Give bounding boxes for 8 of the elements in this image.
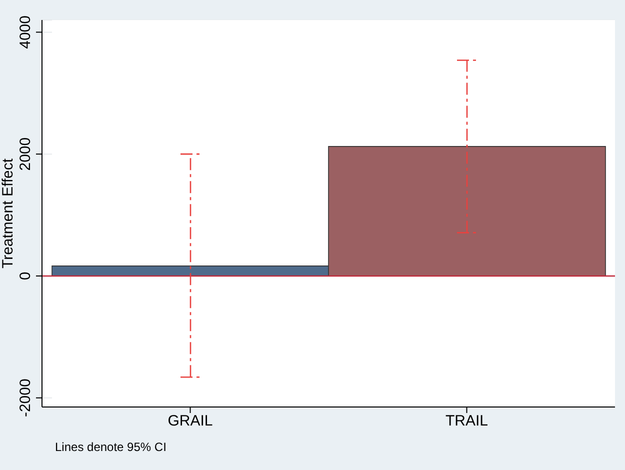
y-tick-label: -2000 <box>17 378 34 418</box>
y-axis-title: Treatment Effect <box>0 158 16 269</box>
text: Lines denote 95% CI <box>55 440 166 454</box>
x-tick-label: TRAIL <box>445 412 488 430</box>
x-tick-label: GRAIL <box>168 412 213 430</box>
y-tick-label: 0 <box>17 272 34 280</box>
y-tick-label: 2000 <box>17 137 34 171</box>
y-tick-label: 4000 <box>17 16 34 49</box>
